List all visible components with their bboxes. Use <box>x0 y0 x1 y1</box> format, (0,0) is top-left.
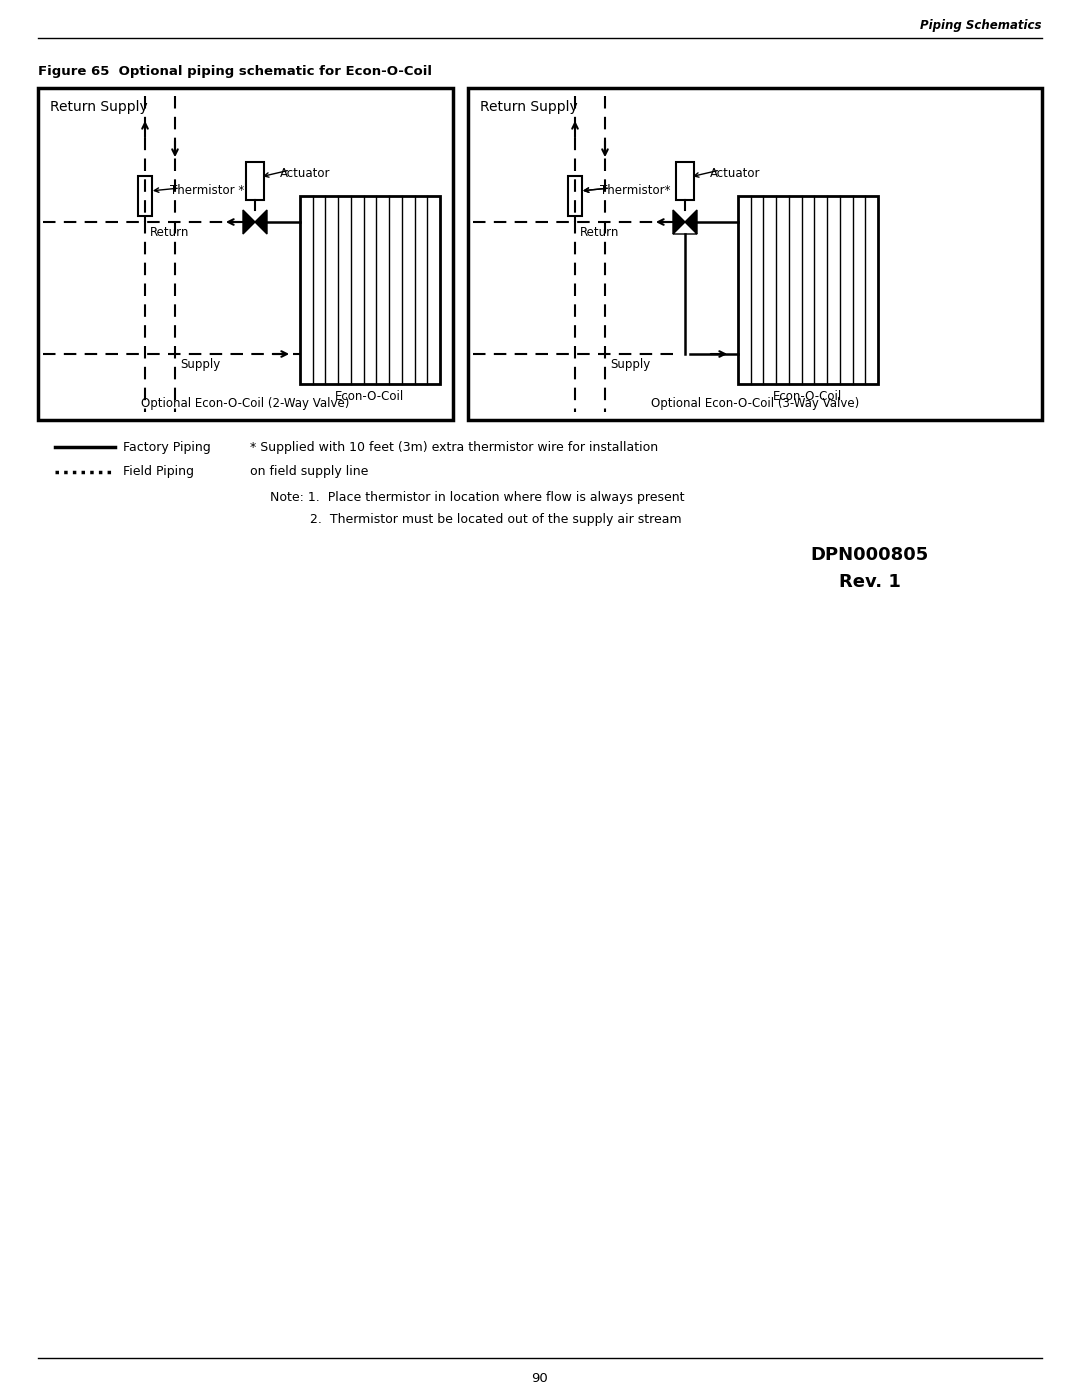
Text: Field Piping: Field Piping <box>123 465 194 479</box>
Text: Actuator: Actuator <box>710 168 760 180</box>
Text: 2.  Thermistor must be located out of the supply air stream: 2. Thermistor must be located out of the… <box>270 514 681 527</box>
Polygon shape <box>673 210 685 235</box>
Text: Econ-O-Coil: Econ-O-Coil <box>773 390 842 402</box>
Polygon shape <box>673 222 697 235</box>
Bar <box>468 88 1042 420</box>
Text: Piping Schematics: Piping Schematics <box>920 20 1042 32</box>
Bar <box>676 162 694 200</box>
Text: Return: Return <box>580 226 619 239</box>
Text: Optional Econ-O-Coil (3-Way Valve): Optional Econ-O-Coil (3-Way Valve) <box>651 397 859 409</box>
Bar <box>568 176 582 217</box>
Polygon shape <box>685 210 697 235</box>
Text: Rev. 1: Rev. 1 <box>839 573 901 591</box>
Text: Figure 65  Optional piping schematic for Econ-O-Coil: Figure 65 Optional piping schematic for … <box>38 66 432 78</box>
Text: Return: Return <box>150 226 189 239</box>
Text: Econ-O-Coil: Econ-O-Coil <box>336 390 405 402</box>
Bar <box>38 88 453 420</box>
Text: Supply: Supply <box>610 358 650 372</box>
Text: Thermistor*: Thermistor* <box>600 184 671 197</box>
Bar <box>300 196 440 384</box>
Bar <box>138 176 152 217</box>
Bar <box>246 162 264 200</box>
Text: Actuator: Actuator <box>280 168 330 180</box>
Text: Note: 1.  Place thermistor in location where flow is always present: Note: 1. Place thermistor in location wh… <box>270 492 685 504</box>
Text: * Supplied with 10 feet (3m) extra thermistor wire for installation: * Supplied with 10 feet (3m) extra therm… <box>249 440 658 454</box>
Text: Thermistor *: Thermistor * <box>170 184 244 197</box>
Text: Factory Piping: Factory Piping <box>123 440 211 454</box>
Text: Optional Econ-O-Coil (2-Way Valve): Optional Econ-O-Coil (2-Way Valve) <box>141 397 350 409</box>
Text: Return Supply: Return Supply <box>50 101 148 115</box>
Polygon shape <box>243 210 255 235</box>
Text: Supply: Supply <box>180 358 220 372</box>
Text: DPN000805: DPN000805 <box>811 546 929 564</box>
Bar <box>738 196 878 384</box>
Text: Return Supply: Return Supply <box>480 101 578 115</box>
Polygon shape <box>255 210 267 235</box>
Text: 90: 90 <box>531 1372 549 1384</box>
Text: on field supply line: on field supply line <box>249 465 368 479</box>
